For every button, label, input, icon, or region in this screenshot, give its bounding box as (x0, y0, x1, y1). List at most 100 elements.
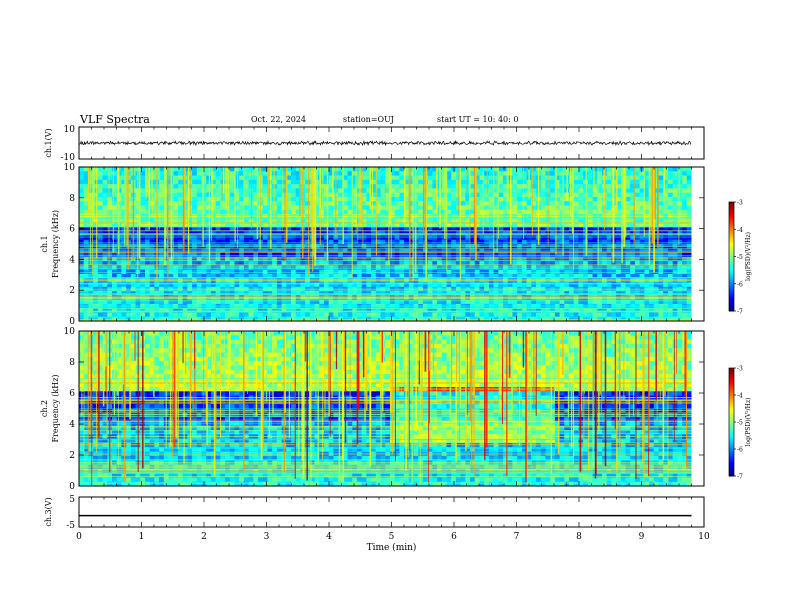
spectrogram-cell (653, 192, 660, 198)
spectrogram-cell (375, 256, 382, 262)
spectrogram-cell (564, 205, 570, 211)
spectrogram-cell (418, 239, 424, 245)
spectrogram-cell (394, 261, 400, 266)
spectrogram-cell (536, 252, 542, 258)
spectrogram-cell (79, 442, 85, 448)
spectrogram-cell (667, 295, 674, 301)
spectrogram-cell (220, 171, 226, 177)
spectrogram-cell (272, 209, 278, 215)
spectrogram-cell (83, 417, 90, 423)
spectrogram-cell (592, 218, 598, 224)
spectrogram-cell (404, 261, 410, 266)
spectrogram-cell (389, 299, 396, 305)
spectrogram-cell (526, 282, 532, 288)
spectrogram-cell (587, 179, 594, 185)
spectrogram-cell (196, 201, 203, 207)
spectrogram-cell (324, 252, 330, 258)
spectrogram-cell (192, 209, 198, 215)
spectrogram-cell (276, 239, 283, 245)
spectrogram-cell (168, 308, 174, 314)
spectrogram-cell (243, 235, 250, 241)
spectrogram-cell (597, 235, 603, 241)
spectrogram-cell (446, 214, 452, 219)
spectrogram-cell (503, 171, 509, 177)
spectrogram-cell (427, 265, 433, 271)
spectrogram-cell (319, 282, 325, 288)
spectrogram-cell (149, 312, 155, 318)
spectrogram-cell (550, 218, 556, 224)
spectrogram-cell (658, 252, 664, 258)
spectrogram-cell (342, 209, 349, 215)
spectrogram-cell (201, 179, 207, 185)
spectrogram-cell (418, 308, 424, 314)
spectrogram-cell (272, 308, 278, 314)
spectrogram-cell (215, 273, 221, 279)
spectrogram-cell (239, 312, 245, 318)
spectrogram-cell (144, 261, 151, 266)
spectrogram-cell (324, 175, 330, 181)
spectrogram-cell (625, 235, 631, 241)
spectrogram-cell (380, 316, 386, 322)
spectrogram-cell (427, 175, 433, 181)
spectrogram-cell (380, 188, 386, 194)
spectrogram-cell (667, 265, 674, 271)
spectrogram-cell (427, 256, 433, 262)
spectrogram-cell (616, 214, 622, 219)
spectrogram-cell (281, 316, 287, 322)
spectrogram-cell (324, 209, 330, 215)
spectrogram-cell (620, 256, 627, 262)
spectrogram-cell (83, 481, 90, 487)
spectrogram-cell (432, 295, 438, 301)
spectrogram-cell (526, 273, 532, 279)
spectrogram-cell (658, 214, 664, 219)
spectrogram-cell (432, 316, 438, 322)
spectrogram-cell (460, 235, 466, 241)
spectrogram-cell (286, 179, 292, 185)
spectrogram-cell (163, 265, 170, 271)
spectrogram-cell (658, 209, 664, 215)
spectrogram-cell (484, 295, 490, 301)
spectrogram-cell (380, 175, 386, 181)
spectrogram-cell (253, 282, 259, 288)
spectrogram-cell (159, 316, 165, 322)
spectrogram-cell (262, 184, 269, 189)
spectrogram-cell (583, 261, 589, 266)
spectrogram-cell (488, 196, 495, 202)
spectrogram-cell (324, 214, 330, 219)
spectrogram-cell (229, 261, 236, 266)
spectrogram-cell (578, 256, 584, 262)
spectrogram-cell (88, 312, 94, 318)
spectrogram-cell (658, 226, 664, 232)
spectrogram-cell (352, 196, 358, 202)
spectrogram-cell (371, 175, 377, 181)
spectrogram-cell (291, 239, 297, 245)
spectrogram-cell (427, 214, 433, 219)
spectrogram-cell (324, 256, 330, 262)
spectrogram-cell (328, 295, 335, 301)
spectrogram-cell (267, 239, 273, 245)
spectrogram-cell (649, 312, 655, 318)
spectrogram-cell (606, 179, 612, 185)
spectrogram-cell (300, 316, 306, 322)
spectrogram-cell (262, 316, 269, 322)
spectrogram-cell (130, 312, 137, 318)
spectrogram-cell (314, 273, 320, 279)
spectrogram-cell (521, 171, 528, 177)
spectrogram-cell (83, 455, 90, 461)
spectrogram-cell (102, 252, 108, 258)
spectrogram-cell (140, 188, 146, 194)
spectrogram-cell (404, 256, 410, 262)
spectrogram-cell (385, 235, 391, 241)
spectrogram-cell (639, 265, 645, 271)
spectrogram-cell (394, 312, 400, 318)
spectrogram-cell (324, 179, 330, 185)
spectrogram-cell (371, 265, 377, 271)
spectrogram-cell (177, 218, 184, 224)
spectrogram-cell (667, 218, 674, 224)
spectrogram-cell (606, 184, 612, 189)
spectrogram-cell (639, 167, 645, 172)
spectrogram-cell (210, 167, 217, 172)
spectrogram-cell (521, 196, 528, 202)
spectrogram-cell (291, 192, 297, 198)
spectrogram-cell (404, 273, 410, 279)
